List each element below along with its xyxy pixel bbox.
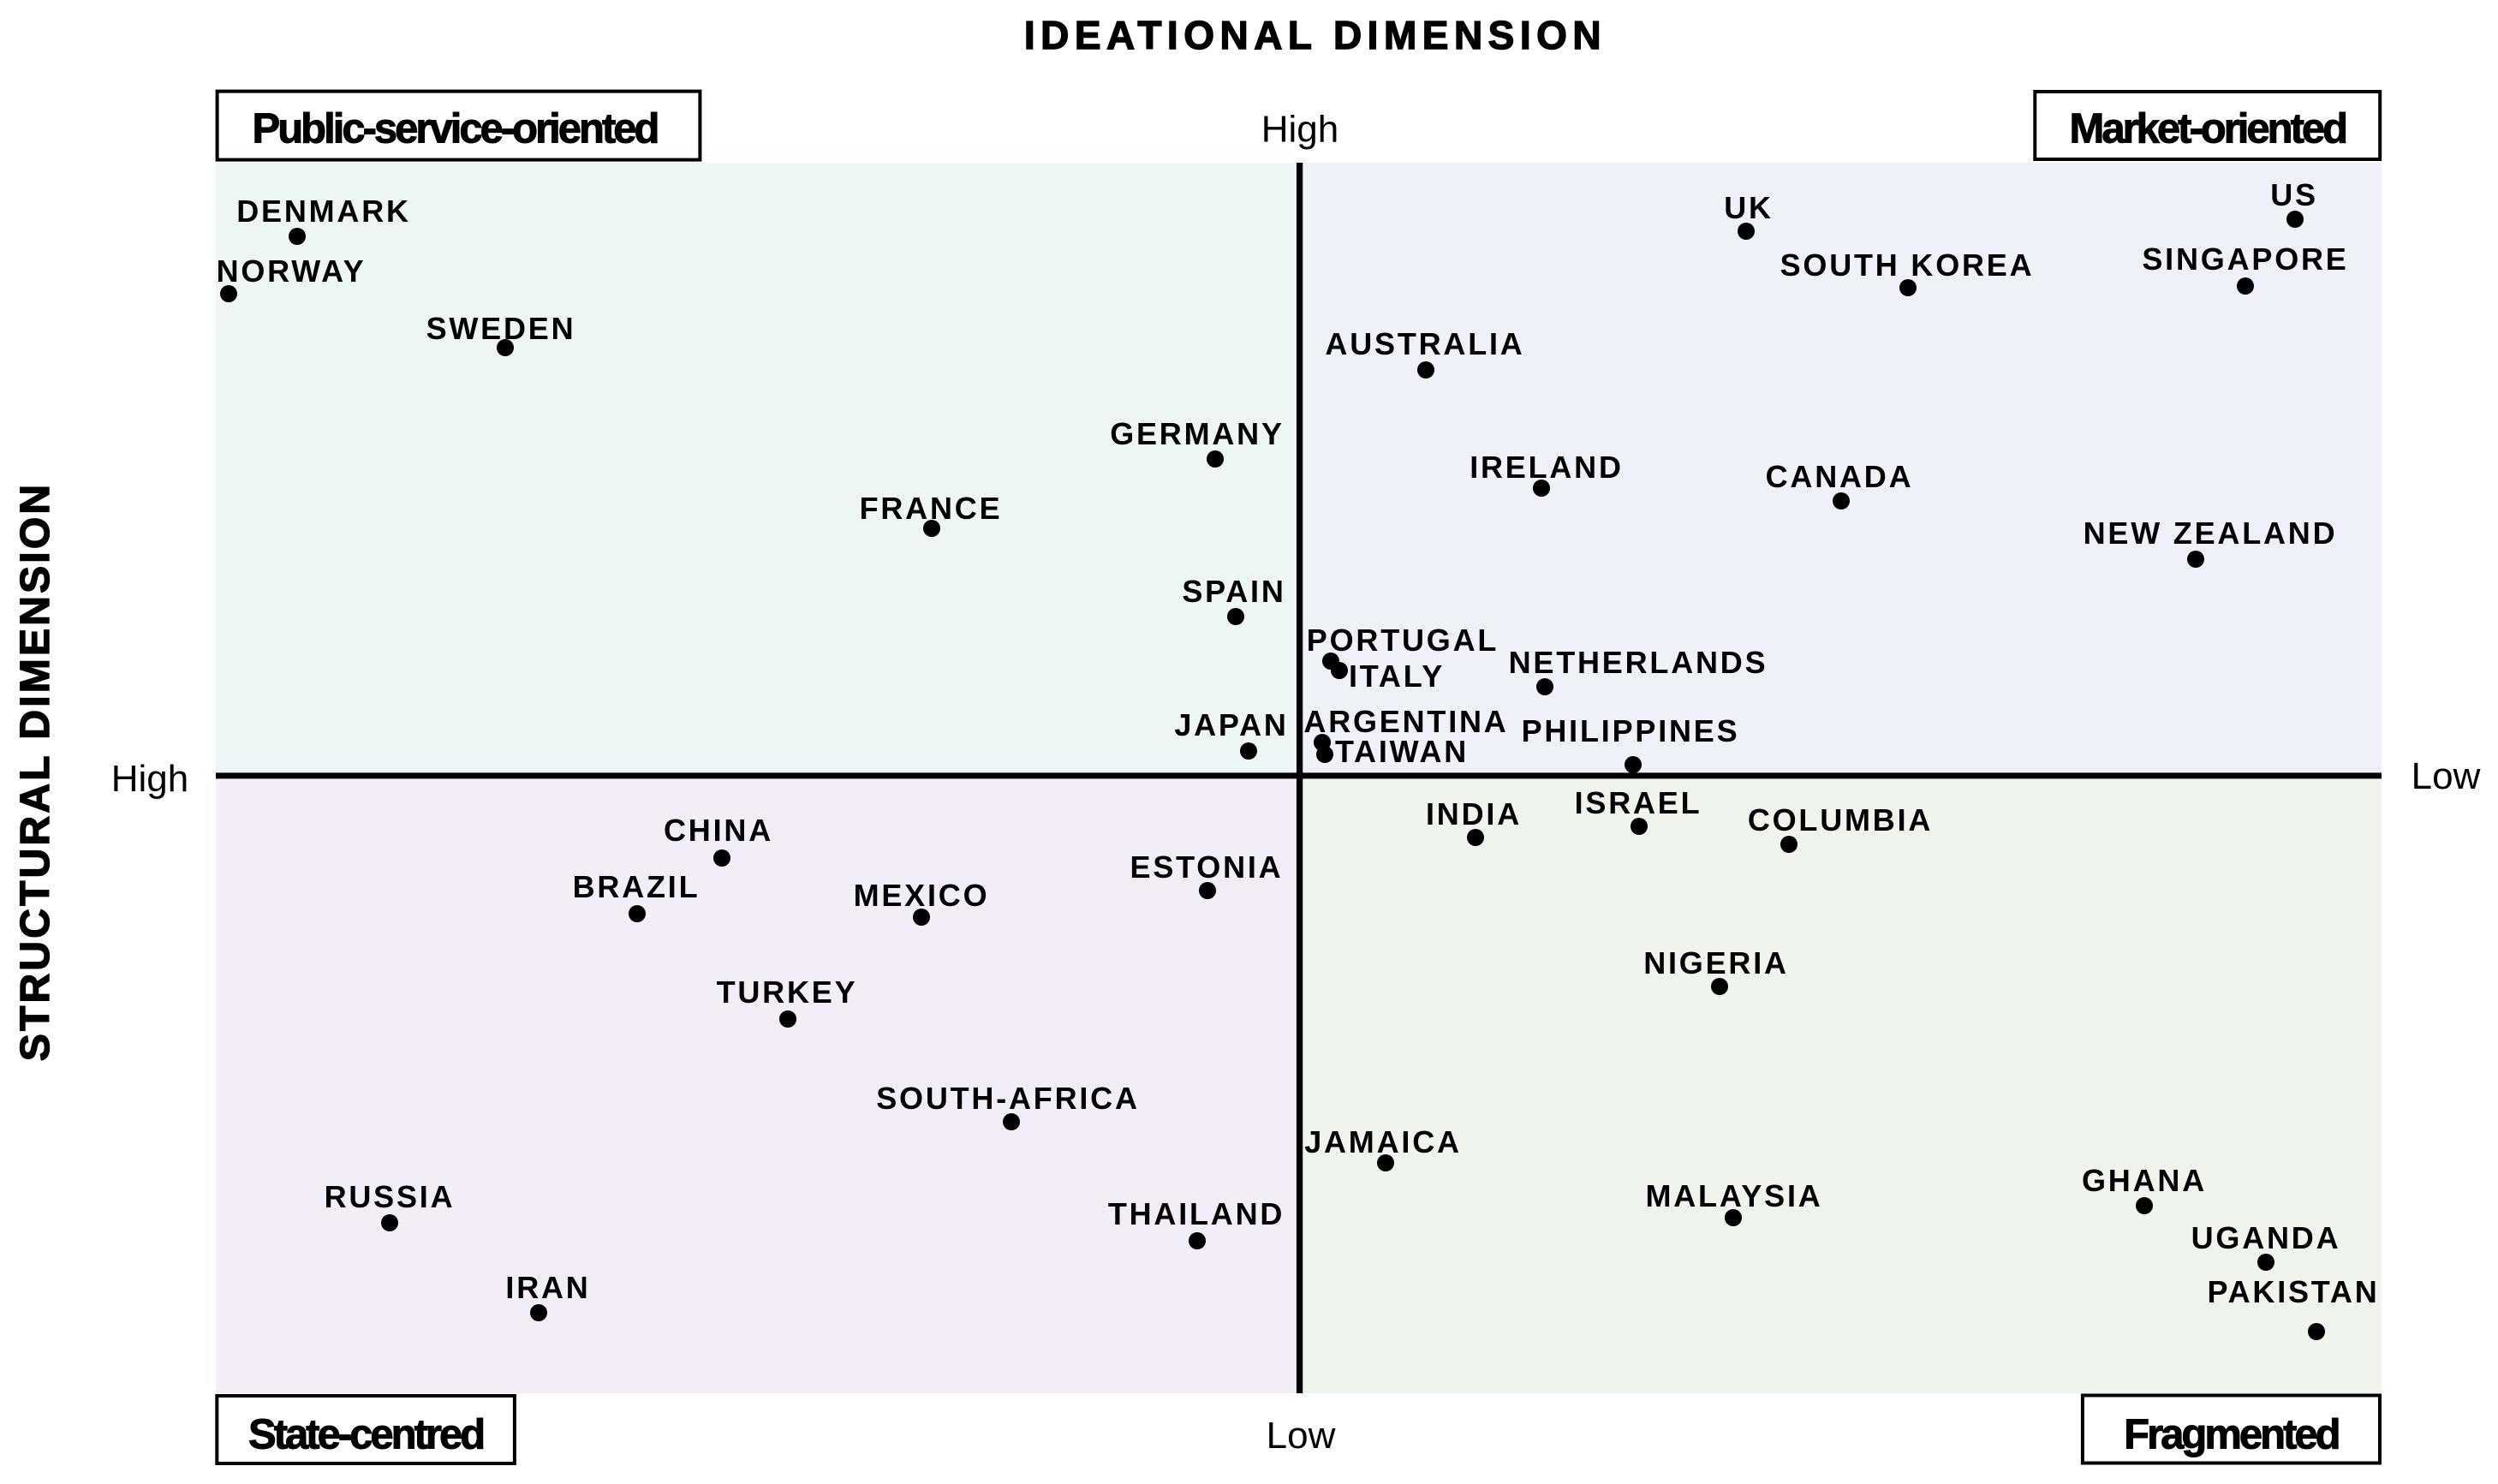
svg-text:MEXICO: MEXICO <box>854 878 990 913</box>
svg-text:CANADA: CANADA <box>1766 459 1914 494</box>
svg-text:SOUTH KOREA: SOUTH KOREA <box>1780 247 2035 283</box>
svg-text:ARGENTINA: ARGENTINA <box>1303 704 1508 739</box>
svg-text:Fragmented: Fragmented <box>2124 1412 2339 1458</box>
svg-text:MALAYSIA: MALAYSIA <box>1645 1178 1822 1213</box>
svg-text:ITALY: ITALY <box>1349 659 1445 694</box>
svg-text:DENMARK: DENMARK <box>236 194 411 229</box>
svg-text:TAIWAN: TAIWAN <box>1335 734 1469 769</box>
svg-text:UGANDA: UGANDA <box>2191 1220 2341 1255</box>
svg-text:Low: Low <box>2412 755 2481 797</box>
svg-text:NETHERLANDS: NETHERLANDS <box>1509 645 1768 680</box>
svg-text:SWEDEN: SWEDEN <box>426 311 576 346</box>
svg-text:NEW ZEALAND: NEW ZEALAND <box>2084 516 2338 551</box>
svg-text:ISRAEL: ISRAEL <box>1575 785 1702 820</box>
svg-text:COLUMBIA: COLUMBIA <box>1748 802 1933 837</box>
svg-text:SINGAPORE: SINGAPORE <box>2142 241 2348 277</box>
svg-text:GHANA: GHANA <box>2082 1163 2207 1198</box>
svg-text:NORWAY: NORWAY <box>217 253 367 289</box>
svg-text:THAILAND: THAILAND <box>1108 1196 1285 1231</box>
svg-text:IRAN: IRAN <box>505 1270 590 1305</box>
svg-text:SOUTH-AFRICA: SOUTH-AFRICA <box>876 1081 1140 1116</box>
svg-text:Low: Low <box>1267 1415 1336 1457</box>
svg-text:JAPAN: JAPAN <box>1174 707 1288 742</box>
svg-text:AUSTRALIA: AUSTRALIA <box>1325 326 1524 361</box>
svg-text:High: High <box>111 758 189 800</box>
svg-text:US: US <box>2270 177 2318 212</box>
svg-text:IDEATIONAL DIMENSION: IDEATIONAL DIMENSION <box>1024 13 1607 57</box>
svg-text:INDIA: INDIA <box>1426 796 1522 831</box>
svg-text:CHINA: CHINA <box>664 813 773 848</box>
svg-text:Public-service-oriented: Public-service-oriented <box>253 106 658 152</box>
svg-text:GERMANY: GERMANY <box>1110 416 1285 451</box>
svg-text:IRELAND: IRELAND <box>1470 450 1624 485</box>
svg-text:NIGERIA: NIGERIA <box>1643 945 1789 980</box>
svg-text:BRAZIL: BRAZIL <box>573 869 701 904</box>
svg-text:STRUCTURAL DIMENSION: STRUCTURAL DIMENSION <box>13 482 58 1061</box>
svg-text:PAKISTAN: PAKISTAN <box>2207 1274 2379 1309</box>
svg-text:UK: UK <box>1724 190 1774 225</box>
svg-text:RUSSIA: RUSSIA <box>325 1179 456 1214</box>
svg-text:Market-oriented: Market-oriented <box>2070 106 2346 152</box>
svg-text:PORTUGAL: PORTUGAL <box>1307 623 1499 658</box>
svg-text:ESTONIA: ESTONIA <box>1130 849 1284 885</box>
svg-text:State-centred: State-centred <box>248 1412 483 1458</box>
svg-text:High: High <box>1261 109 1339 151</box>
svg-text:TURKEY: TURKEY <box>717 974 858 1010</box>
svg-text:JAMAICA: JAMAICA <box>1304 1124 1462 1159</box>
svg-text:PHILIPPINES: PHILIPPINES <box>1522 713 1740 748</box>
svg-text:FRANCE: FRANCE <box>860 491 1003 526</box>
svg-text:SPAIN: SPAIN <box>1182 574 1285 609</box>
